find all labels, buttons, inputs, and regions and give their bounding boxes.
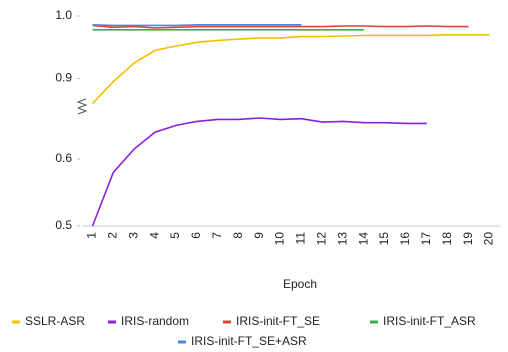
x-tick-label: 17 [419,232,433,246]
y-tick-label: 0.6 [55,151,72,165]
legend-label: IRIS-init-FT_ASR [383,314,476,328]
x-tick-label: 20 [482,232,496,246]
legend-label: IRIS-init-FT_SE [236,314,320,328]
x-tick-label: 3 [126,232,140,239]
x-tick-label: 16 [398,232,412,246]
series-line [92,24,302,27]
x-tick-label: 10 [273,232,287,246]
series-line [91,34,490,105]
x-tick-label: 7 [210,232,224,239]
x-tick-label: 2 [106,232,120,239]
y-tick-label: 1.0 [55,8,72,22]
legend-label: IRIS-random [121,314,189,328]
y-tick-label: 0.5 [55,218,72,232]
x-tick-label: 14 [356,232,370,246]
series-line [91,117,427,227]
x-tick-label: 8 [231,232,245,239]
x-axis-title: Epoch [283,277,317,291]
x-tick-label: 18 [440,232,454,246]
series-line [92,24,469,29]
x-tick-label: 6 [189,232,203,239]
x-tick-label: 19 [461,232,475,246]
y-tick-label: 0.9 [55,71,72,85]
legend-label: SSLR-ASR [25,314,85,328]
x-tick-label: 1 [85,232,99,239]
x-tick-label: 13 [335,232,349,246]
x-tick-label: 15 [377,232,391,246]
x-tick-label: 12 [315,232,329,246]
x-tick-label: 9 [252,232,266,239]
x-tick-label: 4 [147,232,161,239]
axis-break [76,98,88,115]
legend-label: IRIS-init-FT_SE+ASR [191,334,307,348]
x-tick-label: 5 [168,232,182,239]
x-tick-label: 11 [294,232,308,245]
